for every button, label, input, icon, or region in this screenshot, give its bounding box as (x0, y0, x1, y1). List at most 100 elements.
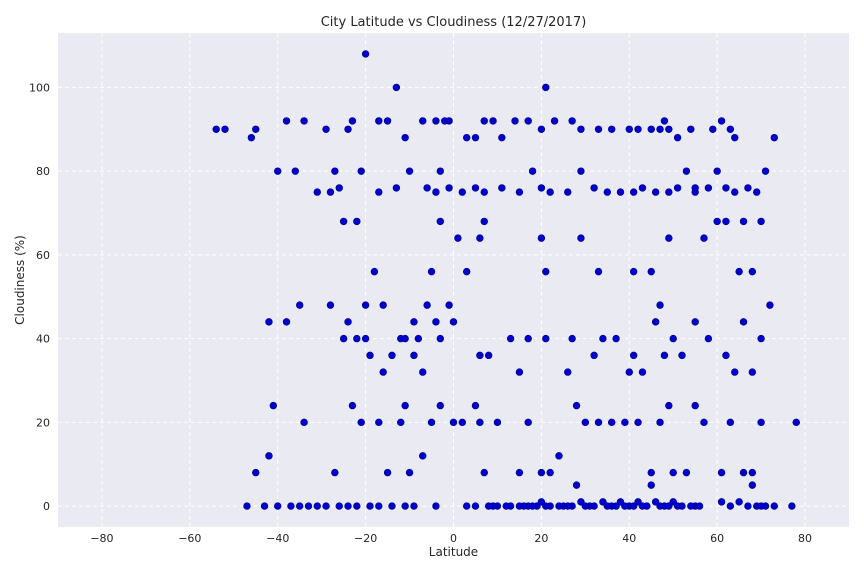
data-point (401, 334, 409, 343)
data-point (274, 167, 282, 175)
x-axis-label: Latitude (429, 545, 478, 559)
data-point (629, 267, 638, 276)
data-point (432, 117, 440, 125)
data-point (392, 184, 401, 192)
data-point (665, 125, 673, 133)
data-point (739, 468, 748, 477)
data-point (739, 217, 748, 226)
data-point (748, 468, 757, 477)
data-point (603, 502, 612, 510)
data-point (432, 502, 440, 510)
data-point (651, 188, 660, 196)
data-point (629, 351, 638, 360)
data-point (520, 502, 528, 510)
data-point (269, 401, 278, 410)
data-point (524, 418, 532, 427)
data-point (357, 167, 365, 175)
y-tick-label: 40 (36, 333, 50, 346)
data-point (282, 318, 291, 326)
data-point (629, 502, 638, 510)
data-point (221, 125, 229, 133)
data-point (700, 418, 708, 427)
data-point (722, 184, 730, 192)
data-point (542, 502, 550, 510)
data-point (322, 125, 330, 133)
data-point (353, 502, 361, 510)
data-point (423, 184, 431, 192)
data-point (682, 167, 691, 175)
data-point (673, 502, 682, 510)
data-point (462, 267, 471, 276)
data-point (577, 234, 585, 242)
data-point (454, 234, 462, 242)
data-point (599, 334, 607, 343)
data-point (629, 188, 638, 196)
data-point (260, 502, 269, 510)
data-point (524, 334, 532, 343)
data-point (379, 301, 387, 309)
data-point (564, 188, 572, 196)
y-tick-label: 0 (43, 500, 50, 513)
data-point (757, 217, 765, 226)
data-point (625, 368, 633, 376)
data-point (691, 401, 699, 410)
data-point (392, 83, 401, 92)
data-point (748, 368, 757, 376)
data-point (515, 188, 524, 196)
data-point (462, 133, 471, 142)
data-point (656, 502, 664, 510)
data-point (603, 188, 612, 196)
data-point (300, 418, 308, 427)
data-point (449, 318, 458, 326)
data-point (287, 502, 295, 510)
data-point (436, 401, 445, 410)
data-point (252, 125, 260, 133)
data-point (344, 125, 352, 133)
data-point (388, 351, 396, 360)
data-point (757, 334, 765, 343)
data-point (542, 334, 550, 343)
data-point (555, 452, 563, 460)
x-tick-label: 20 (534, 532, 548, 545)
data-point (757, 502, 765, 510)
data-point (445, 184, 453, 192)
data-point (489, 117, 497, 125)
data-point (748, 267, 757, 276)
data-point (445, 117, 453, 125)
data-point (432, 188, 440, 196)
data-point (788, 502, 796, 510)
data-point (410, 351, 418, 360)
data-point (511, 117, 519, 125)
data-point (344, 502, 352, 510)
data-point (669, 468, 677, 477)
data-point (704, 334, 713, 343)
grid-lines (58, 33, 849, 527)
data-point (594, 418, 603, 427)
data-point (537, 468, 546, 477)
x-tick-label: −80 (90, 532, 113, 545)
data-point (247, 133, 256, 142)
data-point (401, 401, 409, 410)
data-point (607, 418, 616, 427)
data-point (419, 117, 427, 125)
data-point (709, 125, 717, 133)
data-point (691, 184, 699, 192)
data-point (419, 368, 427, 376)
data-point (634, 418, 642, 427)
data-point (735, 267, 743, 276)
data-point (717, 117, 726, 125)
data-point (379, 368, 387, 376)
data-point (568, 117, 576, 125)
data-point (612, 334, 620, 343)
data-point (528, 167, 537, 175)
data-point (322, 502, 330, 510)
data-point (375, 117, 383, 125)
data-point (546, 188, 554, 196)
data-point (590, 351, 598, 360)
data-point (304, 502, 313, 510)
x-tick-label: 80 (798, 532, 812, 545)
data-point (665, 234, 673, 242)
data-point (660, 117, 669, 125)
data-point (656, 418, 664, 427)
